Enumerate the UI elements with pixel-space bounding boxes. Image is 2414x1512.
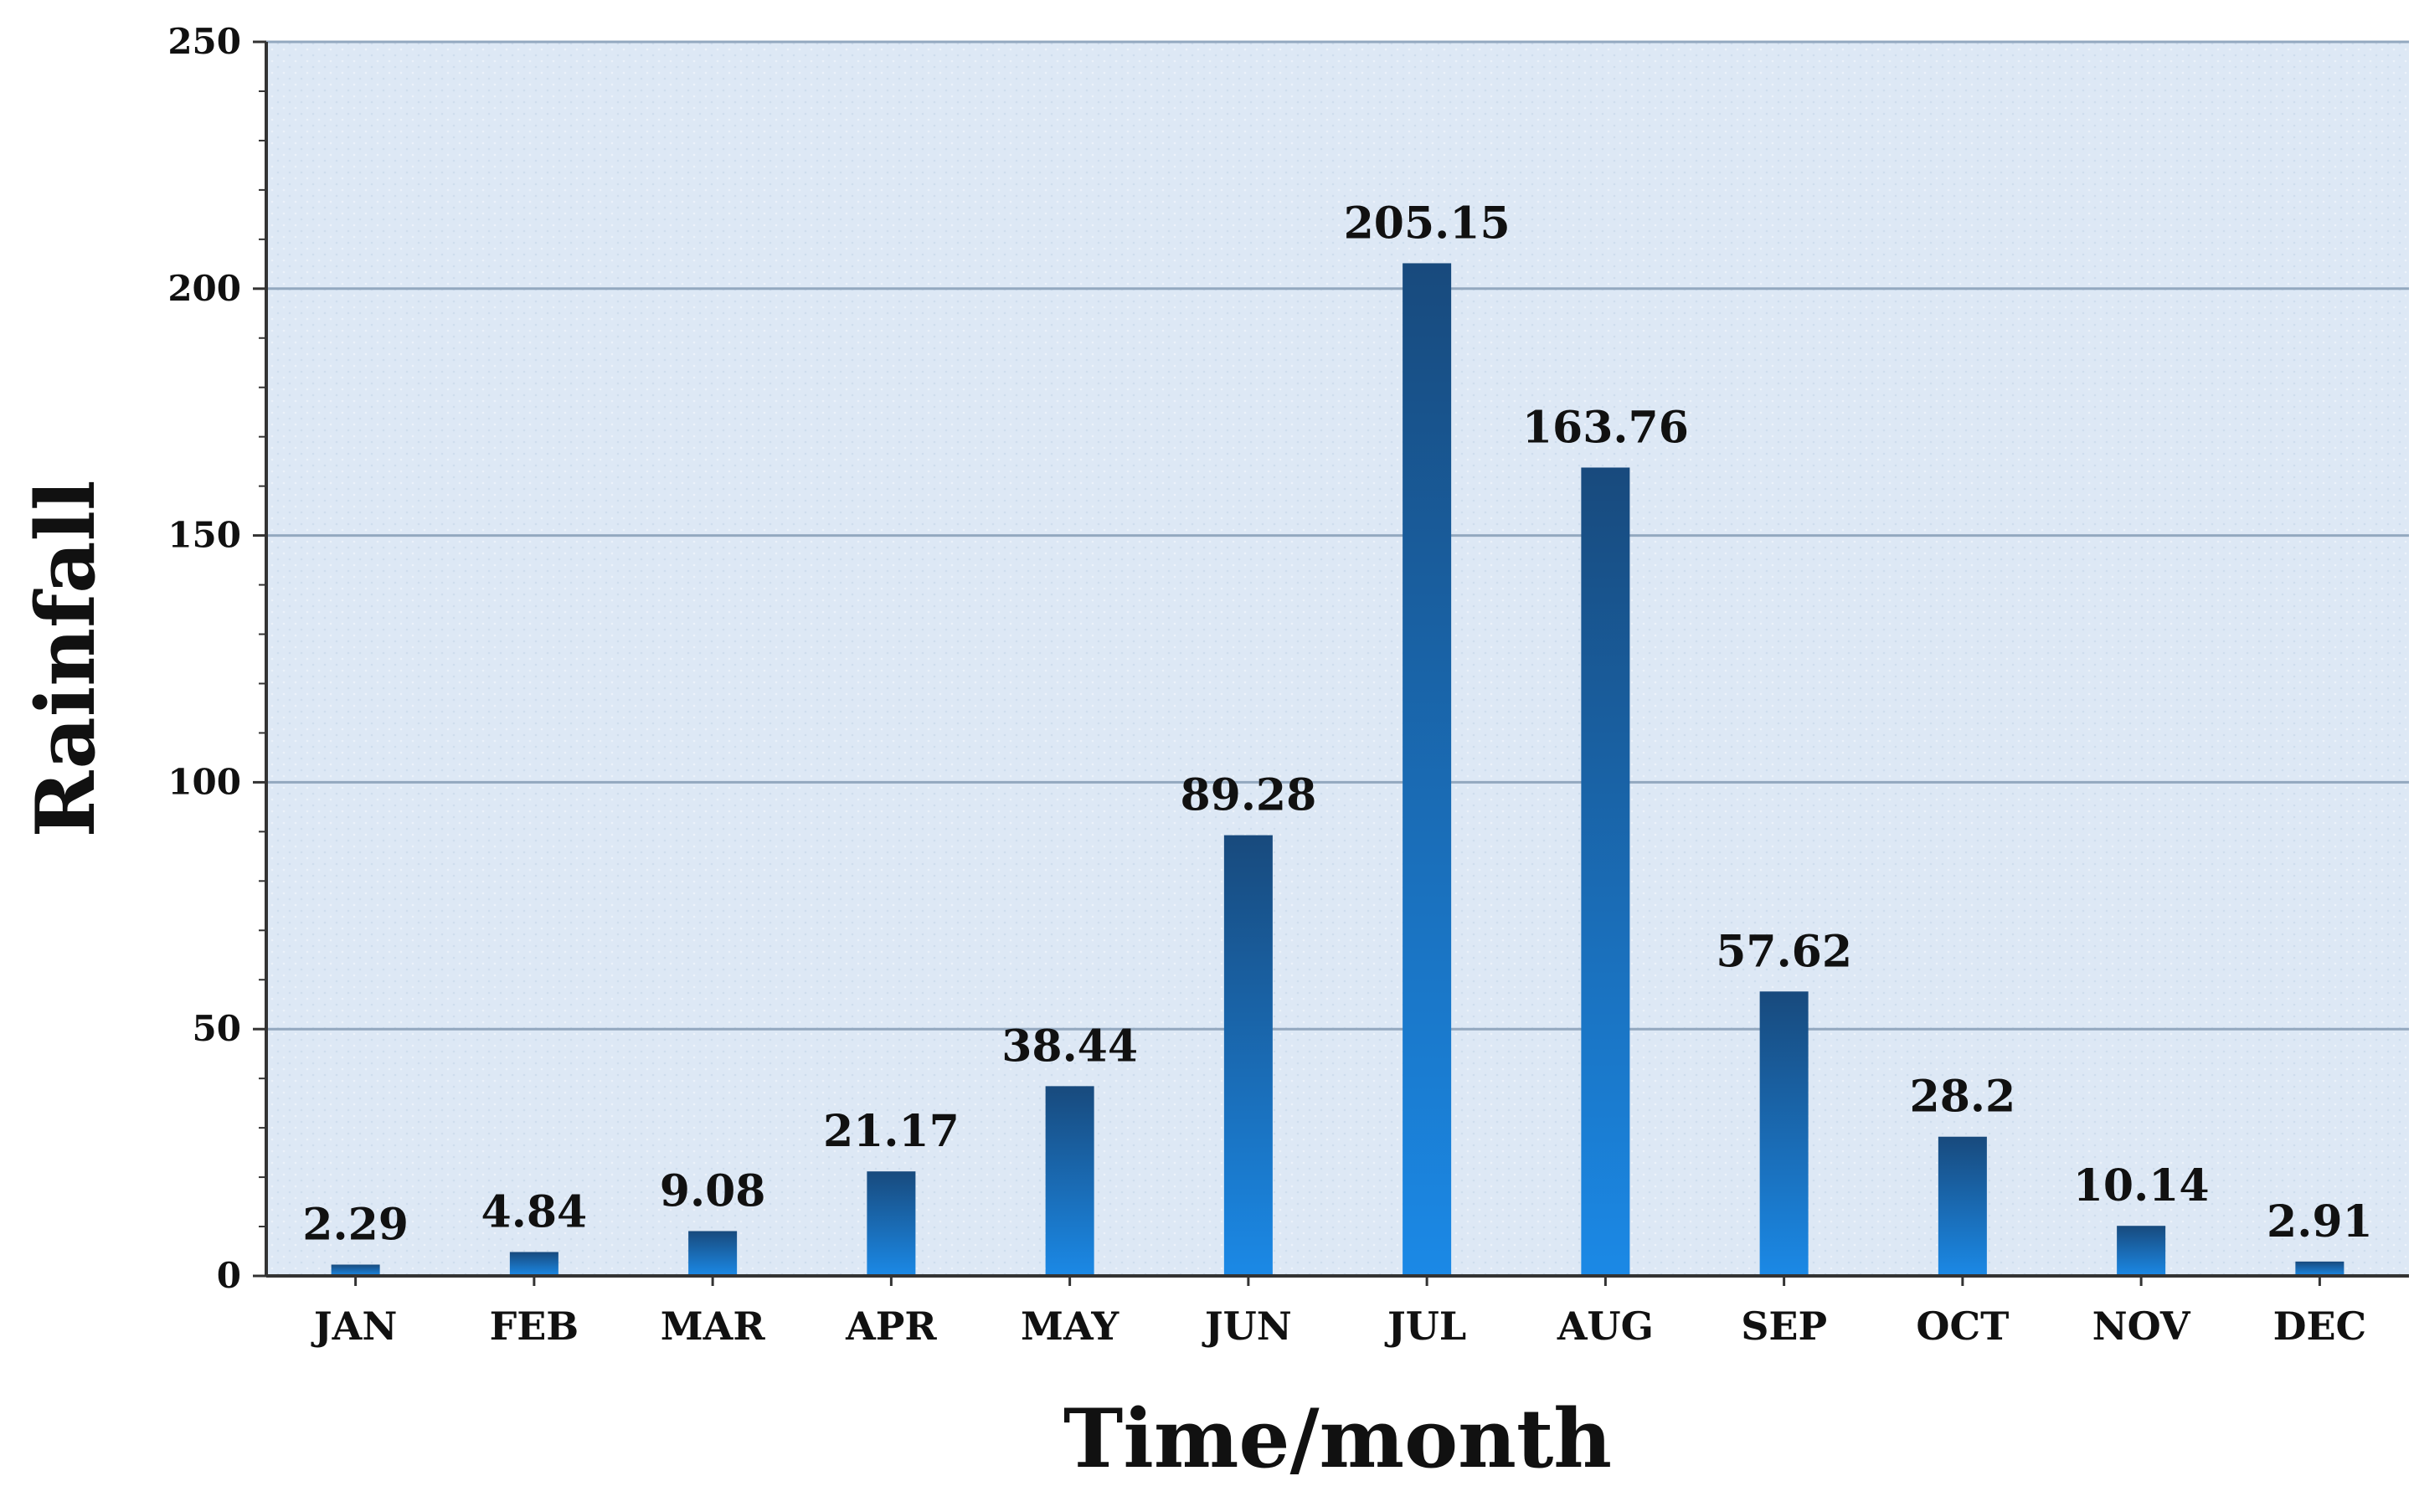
x-tick-label: JUL bbox=[1384, 1304, 1466, 1349]
x-tick-label: MAY bbox=[1021, 1304, 1119, 1349]
data-label: 2.29 bbox=[302, 1199, 409, 1250]
data-label: 2.91 bbox=[2267, 1196, 2373, 1247]
gridlines bbox=[266, 40, 2409, 1031]
bar-aug bbox=[1581, 467, 1630, 1276]
data-label: 57.62 bbox=[1716, 926, 1852, 977]
bar-dec bbox=[2295, 1261, 2345, 1276]
bar-jul bbox=[1403, 263, 1452, 1277]
plot-texture bbox=[266, 42, 2409, 1276]
data-label: 163.76 bbox=[1522, 402, 1689, 453]
y-tick-label: 150 bbox=[167, 515, 241, 556]
x-tick-label: NOV bbox=[2092, 1304, 2191, 1349]
x-tick-label: FEB bbox=[490, 1304, 579, 1349]
y-tick-label: 50 bbox=[193, 1008, 241, 1049]
data-label: 4.84 bbox=[481, 1186, 588, 1237]
x-axis-category-labels: JAN FEB MAR APR MAY JUN JUL AUG SEP OCT NOV DEC bbox=[311, 1276, 2366, 1349]
bar-mar bbox=[688, 1231, 738, 1276]
bar-feb bbox=[509, 1252, 558, 1276]
bar-nov bbox=[2117, 1226, 2166, 1276]
data-label: 89.28 bbox=[1180, 770, 1316, 821]
bar-jun bbox=[1223, 835, 1273, 1276]
x-tick-label: MAR bbox=[661, 1304, 766, 1349]
data-label: 21.17 bbox=[823, 1106, 960, 1157]
x-tick-label: APR bbox=[845, 1304, 937, 1349]
y-tick-label: 0 bbox=[217, 1255, 241, 1296]
x-tick-label: OCT bbox=[1916, 1304, 2009, 1349]
bar-apr bbox=[867, 1171, 916, 1276]
data-label: 28.2 bbox=[1910, 1072, 2016, 1123]
x-tick-label: JAN bbox=[311, 1304, 398, 1349]
x-tick-label: DEC bbox=[2273, 1304, 2367, 1349]
data-labels: 2.29 4.84 9.08 21.17 38.44 89.28 205.15 163.76 5… bbox=[302, 198, 2372, 1250]
x-tick-label: JUN bbox=[1202, 1304, 1292, 1349]
y-tick-label: 200 bbox=[167, 268, 241, 309]
y-axis-title: Rainfall bbox=[18, 481, 113, 838]
bar-sep bbox=[1759, 991, 1809, 1276]
y-tick-label: 250 bbox=[167, 21, 241, 62]
bar-jan bbox=[331, 1264, 380, 1276]
data-label: 10.14 bbox=[2073, 1160, 2210, 1211]
x-axis-title: Time/month bbox=[1063, 1391, 1612, 1486]
y-tick-label: 100 bbox=[167, 761, 241, 802]
axes bbox=[265, 42, 2409, 1278]
data-label: 38.44 bbox=[1001, 1021, 1138, 1072]
y-axis-ticks: 0 50 100 150 200 250 bbox=[167, 21, 266, 1296]
bar-oct bbox=[1938, 1136, 1987, 1276]
x-tick-label: AUG bbox=[1557, 1304, 1654, 1349]
bar-may bbox=[1045, 1086, 1094, 1276]
bars bbox=[331, 263, 2345, 1277]
data-label: 9.08 bbox=[660, 1165, 766, 1216]
data-label: 205.15 bbox=[1344, 198, 1511, 249]
x-tick-label: SEP bbox=[1741, 1304, 1827, 1349]
